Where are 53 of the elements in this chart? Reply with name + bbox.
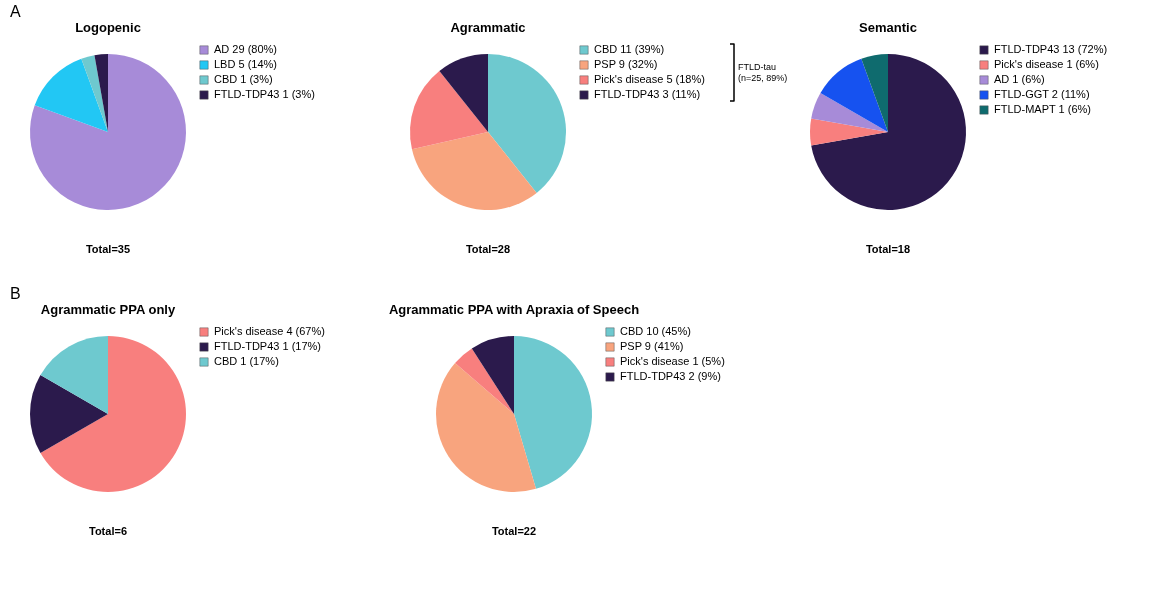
text: Total=22 — [491, 525, 537, 537]
pie-slice — [861, 54, 888, 132]
pie-slice — [30, 375, 108, 453]
legend-label: CBD 10 (45%) — [620, 325, 691, 337]
legend-label: CBD 11 (39%) — [594, 43, 665, 55]
pie-slice — [436, 362, 536, 492]
text: FTLD-tau (n=25, 89%) — [738, 61, 788, 83]
chart-title: Agrammatic PPA with Apraxia of Speech — [388, 302, 640, 317]
pie-slice — [410, 71, 488, 150]
legend-label: LBD 5 (14%) — [214, 58, 277, 70]
legend-label: Pick's disease 4 (67%) — [214, 325, 325, 337]
legend-label: FTLD-TDP43 1 (17%) — [214, 340, 321, 352]
pie-slice — [820, 58, 888, 132]
legend-label: FTLD-TDP43 1 (3%) — [214, 88, 315, 100]
pie-slice — [811, 93, 888, 132]
text: Total=18 — [865, 243, 911, 255]
legend-label: PSP 9 (41%) — [620, 340, 684, 352]
text: A — [10, 3, 21, 20]
pie-slice — [811, 54, 966, 210]
legend-label: CBD 1 (17%) — [214, 355, 279, 367]
pie-slice — [471, 336, 514, 414]
legend-label: Pick's disease 1 (5%) — [620, 355, 725, 367]
chart-title: Agrammatic PPA only — [40, 302, 176, 317]
text: B — [10, 285, 21, 302]
legend-label: FTLD-TDP43 3 (11%) — [594, 88, 701, 100]
text: Total=28 — [465, 243, 511, 255]
legend-label: FTLD-TDP43 13 (72%) — [994, 43, 1108, 55]
legend-label: CBD 1 (3%) — [214, 73, 273, 85]
chart-title: Logopenic — [75, 20, 141, 35]
pie-slice — [81, 55, 108, 132]
pie-slice — [40, 336, 108, 414]
pie-slice — [514, 336, 592, 489]
chart-title: Agrammatic — [450, 20, 526, 35]
pie-slice — [30, 54, 186, 210]
pie-slice — [810, 118, 888, 146]
pie-slice — [40, 336, 186, 492]
pie-slice — [439, 54, 488, 132]
legend-label: PSP 9 (32%) — [594, 58, 658, 70]
legend-label: FTLD-TDP43 2 (9%) — [620, 370, 721, 382]
chart-title: Semantic — [859, 20, 917, 35]
legend-label: Pick's disease 1 (6%) — [994, 58, 1099, 70]
pie-slice — [34, 58, 108, 132]
pie-slice — [488, 54, 566, 193]
text: Total=6 — [88, 525, 128, 537]
pie-slice — [411, 132, 537, 210]
legend-label: AD 1 (6%) — [994, 73, 1045, 85]
legend-label: FTLD-GGT 2 (11%) — [994, 88, 1090, 100]
text: Total=35 — [85, 243, 131, 255]
pie-slice — [94, 54, 108, 132]
legend-label: Pick's disease 5 (18%) — [594, 73, 705, 85]
legend-label: AD 29 (80%) — [214, 43, 277, 55]
pie-slice — [455, 348, 514, 414]
legend-label: FTLD-MAPT 1 (6%) — [994, 103, 1091, 115]
